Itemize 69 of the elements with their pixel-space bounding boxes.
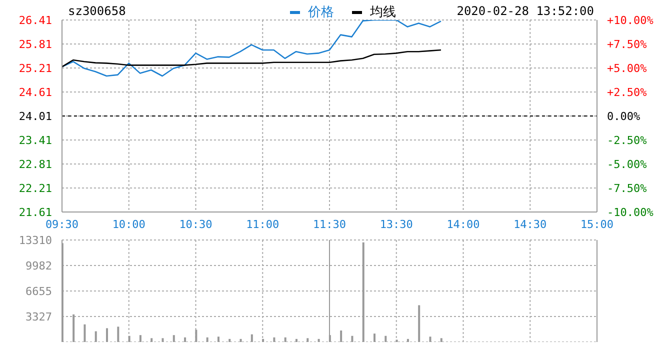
y-tick-label: 24.61 [18, 86, 52, 99]
x-tick-label: 15:00 [580, 218, 614, 231]
y2-tick-label: -7.50% [607, 182, 648, 195]
bar [139, 335, 142, 342]
bar [150, 338, 153, 342]
bar [106, 328, 108, 342]
bar [228, 338, 231, 342]
bar [273, 337, 276, 342]
y-tick-label: 3327 [26, 310, 52, 324]
y2-tick-label: +7.50% [607, 38, 648, 51]
bar [217, 336, 220, 342]
legend-label: 价格 [307, 4, 334, 21]
bar [250, 334, 253, 342]
y2-tick-label: 0.00% [607, 110, 640, 123]
y-tick-label: 9982 [26, 260, 52, 273]
bar [195, 330, 198, 342]
bar [418, 305, 420, 342]
bar [206, 337, 208, 342]
bar [362, 242, 364, 342]
bar [384, 336, 387, 342]
y-tick-label: 25.81 [18, 38, 52, 51]
bar [351, 336, 354, 342]
y2-tick-label: -10.00% [607, 206, 654, 219]
bar [429, 336, 432, 342]
y2-tick-label: -5.00% [607, 158, 648, 171]
bar [240, 338, 242, 342]
bar [318, 338, 320, 342]
y-tick-label: 13310 [18, 234, 52, 247]
y2-tick-label: +2.50% [607, 86, 648, 99]
bar [262, 338, 264, 342]
x-tick-label: 09:30 [45, 218, 79, 231]
bar [117, 326, 120, 342]
y-tick-label: 22.81 [18, 158, 52, 171]
chart-subtitle: 2020-02-28 13:52:00 [456, 4, 594, 18]
y-tick-label: 24.01 [18, 110, 52, 123]
bar [162, 338, 164, 342]
chart-title: sz300658 [68, 4, 126, 18]
y2-tick-label: +5.00% [607, 62, 648, 75]
y2-tick-label: -2.50% [607, 134, 648, 147]
y-tick-label: 23.41 [18, 134, 52, 147]
bar [94, 331, 97, 342]
x-tick-label: 10:00 [112, 218, 146, 231]
line-series [62, 20, 442, 77]
y-tick-label: 26.41 [18, 14, 52, 27]
bar [128, 336, 130, 342]
y-tick-label: 22.21 [18, 182, 52, 195]
bar [295, 338, 298, 342]
bar [406, 338, 409, 342]
y-tick-label: 21.61 [18, 206, 52, 219]
y-tick-label: 25.21 [18, 62, 52, 75]
x-tick-label: 11:30 [312, 218, 346, 231]
x-tick-label: 14:00 [446, 218, 480, 231]
x-tick-label: 13:30 [380, 218, 413, 231]
x-tick-label: 14:30 [514, 218, 547, 231]
line-series [62, 49, 442, 68]
bar [184, 337, 186, 342]
bar [72, 314, 75, 342]
x-tick-label: 11:00 [246, 218, 280, 231]
x-tick-label: 10:30 [179, 218, 212, 231]
bar [306, 338, 309, 342]
legend-label: 均线 [369, 4, 396, 21]
bar [374, 334, 376, 342]
bar [440, 338, 442, 342]
bar [84, 324, 86, 342]
bar [284, 337, 286, 342]
bar [340, 330, 342, 342]
y-tick-label: 6655 [26, 285, 52, 298]
y2-tick-label: +10.00% [607, 14, 654, 27]
bar [172, 335, 175, 342]
